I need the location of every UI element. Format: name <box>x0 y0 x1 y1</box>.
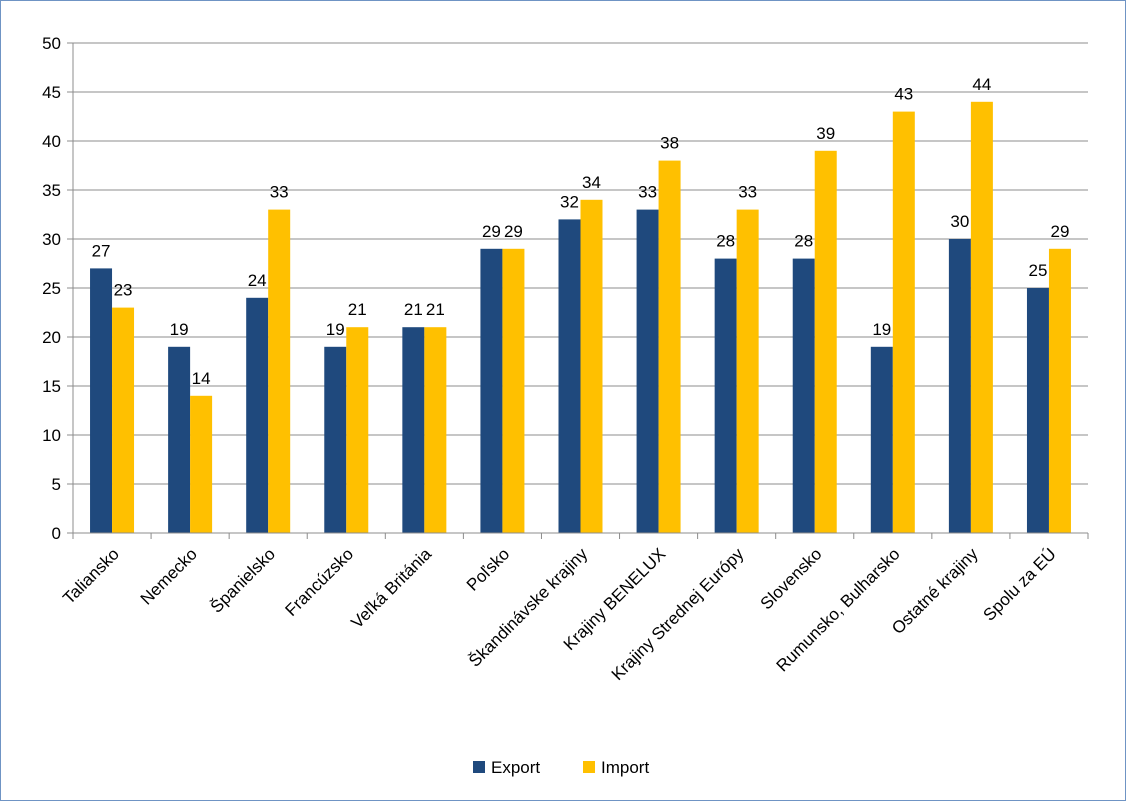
bar-import <box>814 150 837 534</box>
y-tick-label: 50 <box>42 34 61 53</box>
category-label: Slovensko <box>757 544 826 613</box>
data-label: 30 <box>950 212 969 231</box>
data-label: 27 <box>92 241 111 260</box>
axes <box>67 42 1089 539</box>
data-label: 25 <box>1029 261 1048 280</box>
y-tick-label: 35 <box>42 181 61 200</box>
legend-swatch-import <box>583 761 595 773</box>
bar-import <box>112 307 135 533</box>
data-label: 33 <box>738 183 757 202</box>
bar-import <box>736 209 759 533</box>
data-label: 33 <box>270 183 289 202</box>
data-label: 14 <box>192 369 211 388</box>
data-label: 24 <box>248 271 267 290</box>
data-label: 43 <box>894 85 913 104</box>
bar-import <box>424 327 447 533</box>
data-label: 29 <box>504 222 523 241</box>
y-tick-labels: 0 5 10 15 20 25 30 35 40 45 50 <box>42 34 61 543</box>
data-label: 33 <box>638 183 657 202</box>
legend: Export Import <box>473 758 649 777</box>
y-tick-label: 20 <box>42 328 61 347</box>
data-label: 32 <box>560 192 579 211</box>
bar-import <box>658 160 681 533</box>
bar-import <box>580 199 603 534</box>
data-label: 21 <box>404 300 423 319</box>
y-tick-label: 5 <box>52 475 61 494</box>
bar-import <box>970 101 993 534</box>
data-label: 29 <box>1051 222 1070 241</box>
data-label: 28 <box>794 232 813 251</box>
legend-label: Import <box>601 758 649 777</box>
data-label: 21 <box>348 300 367 319</box>
y-tick-label: 25 <box>42 279 61 298</box>
category-label: Nemecko <box>137 544 201 608</box>
bar-import <box>346 327 369 533</box>
bars <box>90 101 1071 534</box>
category-labels: Taliansko Nemecko Španielsko FrancúzskoVeľk… <box>59 544 1059 684</box>
y-tick-label: 10 <box>42 426 61 445</box>
bar-export <box>792 258 815 533</box>
category-label: Taliansko <box>59 544 123 608</box>
category-label: Veľká Británia <box>347 544 435 632</box>
bar-export <box>870 346 893 533</box>
bar-import <box>1048 248 1071 534</box>
y-tick-label: 30 <box>42 230 61 249</box>
bar-export <box>480 248 503 534</box>
data-label: 38 <box>660 134 679 153</box>
data-label: 19 <box>170 320 189 339</box>
y-tick-label: 40 <box>42 132 61 151</box>
data-label: 29 <box>482 222 501 241</box>
bar-import <box>190 395 213 533</box>
data-label: 39 <box>816 124 835 143</box>
data-label: 19 <box>872 320 891 339</box>
category-label: Spolu za EÚ <box>980 544 1060 624</box>
bar-import <box>268 209 291 533</box>
bar-export <box>1026 288 1049 533</box>
legend-swatch-export <box>473 761 485 773</box>
category-label: Krajiny Strednej Európy <box>608 544 748 684</box>
bar-export <box>636 209 659 533</box>
bar-export <box>168 346 191 533</box>
category-label: Španielsko <box>207 544 279 616</box>
bar-export <box>324 346 347 533</box>
category-label: Poľsko <box>463 544 513 594</box>
bar-import <box>502 248 525 534</box>
data-label: 44 <box>972 75 991 94</box>
y-tick-label: 45 <box>42 83 61 102</box>
bar-export <box>402 327 425 533</box>
data-label: 23 <box>114 281 133 300</box>
bar-export <box>246 297 269 533</box>
data-label: 19 <box>326 320 345 339</box>
bar-export <box>90 268 113 533</box>
bar-export <box>558 219 581 533</box>
y-tick-label: 0 <box>52 524 61 543</box>
y-tick-label: 15 <box>42 377 61 396</box>
data-label: 21 <box>426 300 445 319</box>
data-label: 28 <box>716 232 735 251</box>
category-label: Francúzsko <box>282 544 358 620</box>
bar-export <box>948 239 971 533</box>
legend-label: Export <box>491 758 540 777</box>
bar-import <box>892 111 915 533</box>
bar-export <box>714 258 737 533</box>
data-label: 34 <box>582 173 601 192</box>
